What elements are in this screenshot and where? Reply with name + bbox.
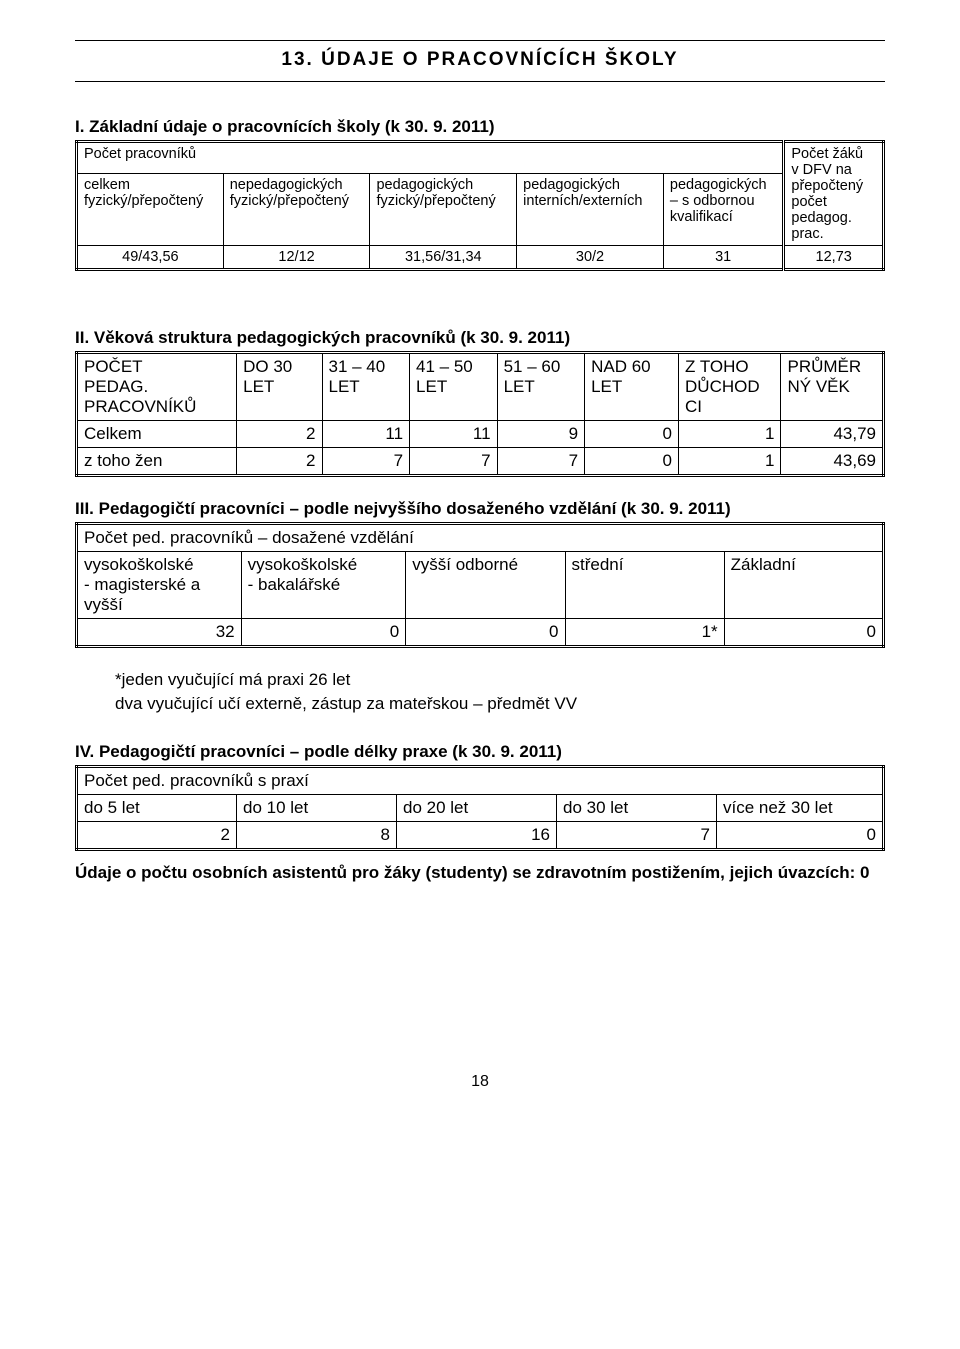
col-h: vysokoškolské - bakalářské [241,552,406,619]
cell: 0 [724,619,883,647]
col-h: celkem fyzický/přepočtený [77,173,224,245]
col-h: vysokoškolské - magisterské a vyšší [77,552,242,619]
cell: 7 [497,448,585,476]
table-experience: Počet ped. pracovníků s praxí do 5 let d… [75,765,885,851]
col-h: nepedagogických fyzický/přepočtený [223,173,370,245]
cell: 0 [585,448,679,476]
col-h: DO 30 LET [237,353,322,421]
cell: 49/43,56 [77,246,224,270]
cell: 31 [663,246,784,270]
col-h: PRŮMĚR NÝ VĚK [781,353,884,421]
col-h: POČET PEDAG. PRACOVNÍKŮ [77,353,237,421]
row-label: z toho žen [77,448,237,476]
col-h: střední [565,552,724,619]
row-label: Celkem [77,421,237,448]
cell: 2 [77,822,237,850]
cell: 2 [237,421,322,448]
note-asterisk: *jeden vyučující má praxi 26 let [115,670,885,690]
table4-span: Počet ped. pracovníků s praxí [77,767,884,795]
col-h: Z TOHO DŮCHOD CI [679,353,781,421]
col-h: do 30 let [557,795,717,822]
cell: 1 [679,448,781,476]
col-h: 41 – 50 LET [410,353,498,421]
col-h: Počet žáků v DFV na přepočtený počet ped… [784,142,884,246]
col-h: vyšší odborné [406,552,565,619]
cell: 11 [410,421,498,448]
cell: 9 [497,421,585,448]
cell: 11 [322,421,410,448]
table1-span: Počet pracovníků [77,142,784,174]
col-h: NAD 60 LET [585,353,679,421]
cell: 43,79 [781,421,884,448]
cell: 31,56/31,34 [370,246,517,270]
main-title: 13. ÚDAJE O PRACOVNÍCÍCH ŠKOLY [75,40,885,82]
page-number: 18 [75,1073,885,1091]
section4-heading: IV. Pedagogičtí pracovníci – podle délky… [75,742,885,762]
cell: 32 [77,619,242,647]
cell: 1* [565,619,724,647]
cell: 0 [585,421,679,448]
section3-heading: III. Pedagogičtí pracovníci – podle nejv… [75,499,885,519]
col-h: do 20 let [397,795,557,822]
cell: 16 [397,822,557,850]
col-h: pedagogických fyzický/přepočtený [370,173,517,245]
cell: 2 [237,448,322,476]
col-h: pedagogických – s odbornou kvalifikací [663,173,784,245]
cell: 7 [410,448,498,476]
table3-span: Počet ped. pracovníků – dosažené vzdělán… [77,524,884,552]
cell: 7 [322,448,410,476]
cell: 0 [241,619,406,647]
cell: 8 [237,822,397,850]
cell: 1 [679,421,781,448]
table-basic-staff: Počet pracovníků Počet žáků v DFV na pře… [75,140,885,271]
col-h: 51 – 60 LET [497,353,585,421]
table-education: Počet ped. pracovníků – dosažené vzdělán… [75,522,885,648]
cell: 7 [557,822,717,850]
cell: 0 [406,619,565,647]
col-h: 31 – 40 LET [322,353,410,421]
col-h: do 10 let [237,795,397,822]
cell: 12/12 [223,246,370,270]
footer-caption: Údaje o počtu osobních asistentů pro žák… [75,863,885,883]
note-external: dva vyučující učí externě, zástup za mat… [115,694,885,714]
col-h: do 5 let [77,795,237,822]
cell: 0 [717,822,884,850]
col-h: více než 30 let [717,795,884,822]
section2-heading: II. Věková struktura pedagogických praco… [75,328,885,348]
col-h: Základní [724,552,883,619]
section1-heading: I. Základní údaje o pracovnících školy (… [75,117,885,137]
table-age-structure: POČET PEDAG. PRACOVNÍKŮ DO 30 LET 31 – 4… [75,351,885,477]
cell: 43,69 [781,448,884,476]
cell: 12,73 [784,246,884,270]
cell: 30/2 [517,246,664,270]
col-h: pedagogických interních/externích [517,173,664,245]
